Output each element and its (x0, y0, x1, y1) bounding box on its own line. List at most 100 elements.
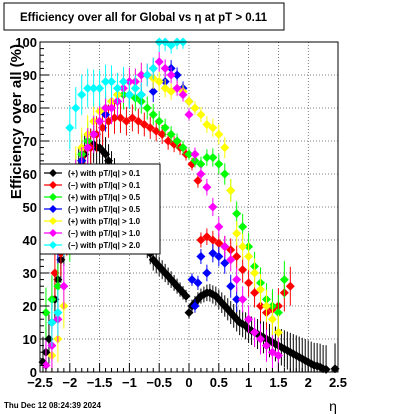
data-point (89, 83, 99, 93)
x-tick-label-10: 2.5 (329, 375, 347, 390)
legend-label-3: (−) with pT/|q| > 0.5 (68, 205, 141, 214)
data-point (172, 70, 182, 80)
legend-label-5: (−) with pT/|q| > 1.0 (68, 229, 141, 238)
data-point (184, 96, 194, 106)
data-point (115, 113, 125, 123)
data-point (214, 252, 224, 261)
data-point (89, 129, 99, 139)
data-point (238, 265, 248, 275)
data-point (142, 70, 152, 80)
data-point (214, 222, 224, 232)
data-point (104, 156, 114, 166)
data-point (124, 90, 134, 100)
y-tick-label-5: 50 (23, 200, 37, 215)
data-point (220, 169, 230, 179)
legend: (+) with pT/|q| > 0.1 (−) with pT/|q| > 0… (39, 163, 161, 255)
data-point (98, 123, 108, 133)
y-tick-label-2: 20 (23, 299, 37, 314)
data-point (202, 182, 212, 192)
x-tick-label-9: 2 (305, 375, 312, 390)
data-point (71, 103, 81, 113)
data-point (118, 77, 128, 87)
chart-title: Efficiency over all for Global vs η at p… (20, 12, 268, 24)
data-point (244, 314, 254, 324)
legend-label-1: (−) with pT/|q| > 0.1 (68, 181, 141, 190)
data-point (154, 57, 164, 67)
data-point (226, 186, 236, 195)
data-point (184, 110, 194, 120)
x-tick-label-8: 1.5 (269, 375, 287, 390)
data-point (196, 235, 206, 245)
y-tick-label-9: 90 (23, 68, 37, 83)
data-point (202, 153, 212, 162)
data-point (190, 149, 200, 159)
legend-label-6: (−) with pT/|q| > 2.0 (68, 241, 141, 250)
data-point (267, 314, 277, 324)
y-axis-label: Efficiency over all (%) (8, 44, 25, 199)
data-point (172, 83, 182, 93)
data-point (193, 278, 203, 288)
data-point (130, 83, 140, 93)
data-point (196, 169, 206, 179)
data-point (330, 364, 340, 374)
data-point (214, 238, 224, 248)
data-point (250, 268, 260, 278)
data-point (196, 110, 206, 120)
data-point (208, 248, 218, 258)
data-point (41, 308, 51, 318)
data-point (166, 87, 176, 96)
data-point (220, 258, 230, 268)
y-tick-label-4: 40 (23, 233, 37, 248)
timestamp: Thu Dec 12 08:24:39 2024 (4, 401, 101, 410)
data-point (261, 301, 271, 311)
data-point (50, 268, 60, 278)
data-point (157, 129, 167, 139)
legend-label-0: (+) with pT/|q| > 0.1 (68, 169, 141, 178)
data-point (244, 252, 254, 261)
x-tick-label-7: 1 (245, 375, 252, 390)
data-point (279, 275, 289, 285)
data-point (95, 116, 105, 126)
data-point (53, 281, 63, 291)
data-point (151, 126, 161, 136)
data-point (77, 90, 87, 100)
data-point (256, 334, 266, 344)
data-point (208, 123, 218, 133)
data-point (220, 143, 230, 153)
data-point (184, 308, 194, 318)
x-tick-label-0: −2.5 (27, 375, 53, 390)
data-point (190, 103, 200, 113)
data-point (256, 285, 266, 294)
data-point (256, 301, 266, 311)
data-point (232, 228, 242, 238)
x-tick-label-2: −1.5 (87, 375, 113, 390)
legend-marker-3 (49, 205, 57, 213)
data-point (101, 77, 111, 87)
y-tick-label-0: 0 (30, 365, 37, 380)
data-point (145, 123, 155, 133)
data-point (220, 242, 230, 252)
data-point (139, 120, 149, 129)
legend-marker-5 (49, 229, 57, 237)
data-point (181, 291, 191, 301)
data-point (285, 281, 295, 291)
data-point (178, 143, 188, 153)
legend-marker-2 (49, 193, 57, 201)
data-point (196, 159, 206, 169)
data-point (226, 281, 236, 291)
data-point (160, 63, 170, 73)
data-point (101, 103, 111, 113)
data-point (193, 176, 203, 186)
data-point (267, 347, 277, 357)
legend-marker-4 (49, 217, 57, 225)
data-point (214, 159, 224, 169)
data-point (65, 123, 75, 133)
data-point (184, 149, 194, 159)
y-tick-label-8: 80 (23, 101, 37, 116)
data-point (133, 116, 143, 126)
data-point (41, 360, 51, 370)
data-point (232, 209, 242, 219)
data-point (238, 242, 248, 252)
data-point (121, 116, 131, 126)
